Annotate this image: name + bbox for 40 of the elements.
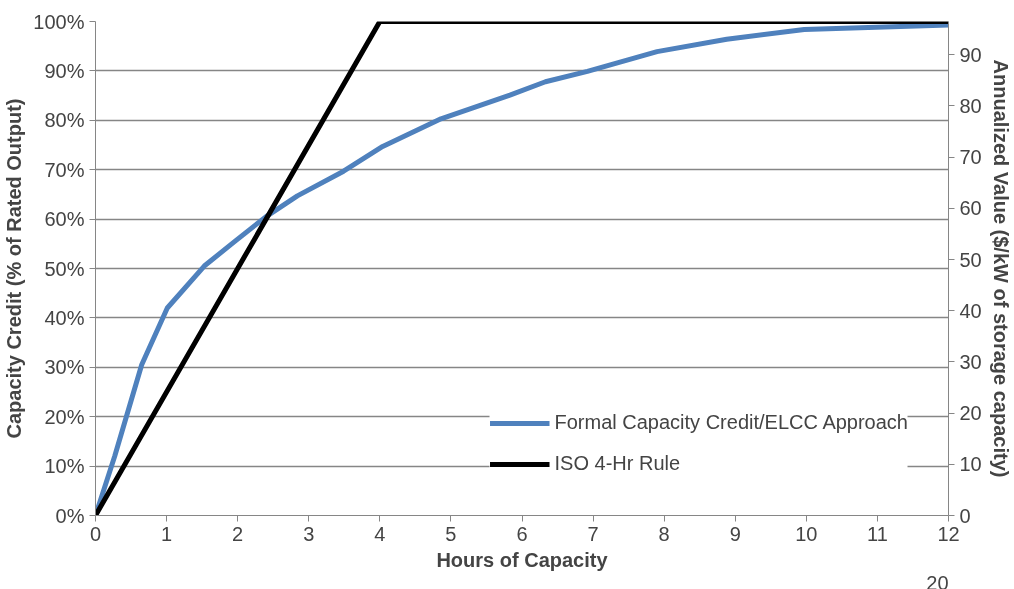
y-tick-label: 30%: [44, 356, 85, 379]
y-tick-label: 90%: [44, 59, 85, 82]
y-tick-label: 100%: [33, 10, 85, 33]
y-tick-label: 50%: [44, 257, 85, 280]
x-tick-label: 1: [161, 522, 173, 545]
y2-tick-label: 10: [959, 453, 982, 476]
x-tick-label: 11: [867, 522, 888, 545]
x-tick-label: 5: [445, 522, 457, 545]
x-axis-title: Hours of Capacity: [436, 548, 609, 571]
legend-label: Formal Capacity Credit/ELCC Approach: [554, 411, 908, 434]
y2-tick-label: 90: [959, 43, 982, 66]
y2-axis-title: Annualized Value ($/kW of storage capacity): [989, 59, 1012, 478]
x-tick-label: 12: [937, 522, 960, 545]
y-tick-label: 40%: [44, 306, 85, 329]
y-tick-label: 80%: [44, 109, 85, 132]
x-tick-label: 3: [303, 522, 315, 545]
y2-tick-label: 20: [959, 402, 982, 425]
y2-tick-label: 0: [959, 504, 971, 527]
y2-tick-label: 70: [959, 146, 982, 169]
text: 20: [926, 571, 949, 589]
y-tick-label: 70%: [44, 158, 85, 181]
y-tick-label: 20%: [44, 405, 85, 428]
x-tick-label: 10: [795, 522, 818, 545]
y-tick-label: 10%: [44, 455, 85, 478]
x-tick-label: 4: [374, 522, 386, 545]
y-axis-title: Capacity Credit (% of Rated Output): [3, 98, 26, 439]
x-tick-label: 8: [658, 522, 670, 545]
y2-tick-label: 80: [959, 94, 982, 117]
y2-tick-label: 30: [959, 350, 982, 373]
y-tick-label: 0%: [55, 504, 85, 527]
y2-tick-label: 50: [959, 248, 982, 271]
y2-tick-label: 40: [959, 299, 982, 322]
legend-label: ISO 4-Hr Rule: [554, 452, 681, 475]
y2-tick-label: 60: [959, 197, 982, 220]
x-tick-label: 9: [729, 522, 741, 545]
x-tick-label: 0: [89, 522, 102, 545]
x-tick-label: 2: [232, 522, 244, 545]
y-tick-label: 60%: [44, 208, 85, 231]
x-tick-label: 6: [516, 522, 528, 545]
x-tick-label: 7: [587, 522, 599, 545]
